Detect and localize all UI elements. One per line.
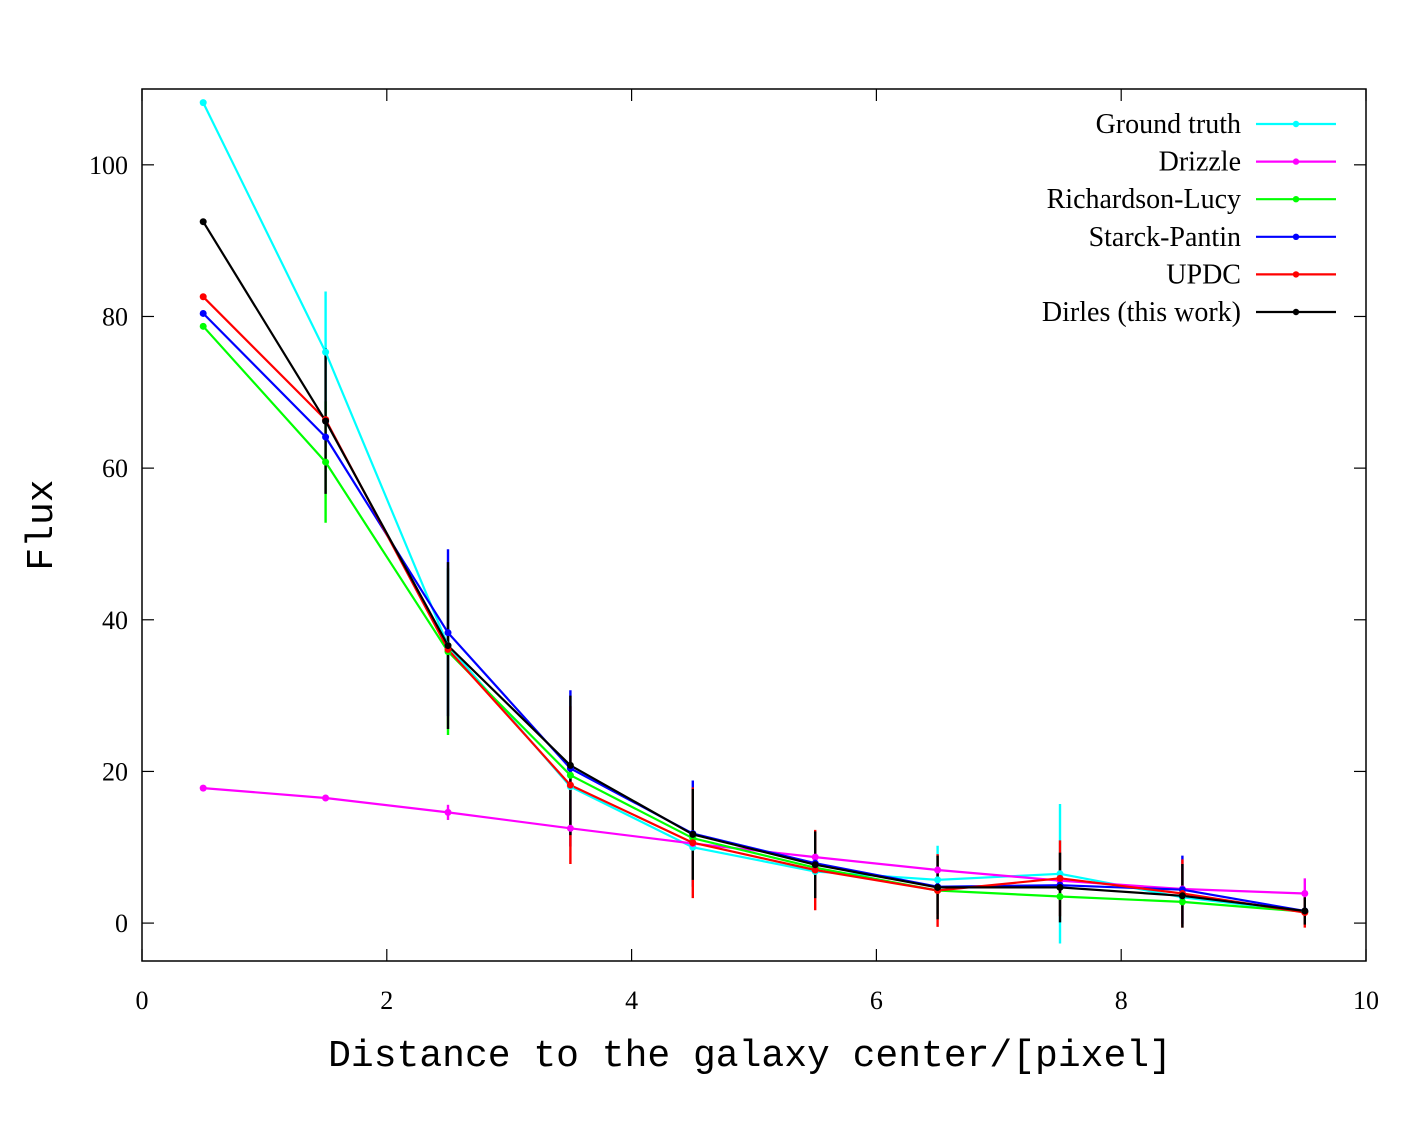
- error-bars: [324, 291, 1307, 944]
- series-lines: [202, 102, 1305, 914]
- point-dirles-this-work: [322, 417, 330, 425]
- point-drizzle: [322, 794, 330, 802]
- point-dirles-this-work: [934, 883, 942, 891]
- point-dirles-this-work: [444, 642, 452, 650]
- series-line-drizzle: [203, 787, 1305, 895]
- point-drizzle: [566, 824, 574, 832]
- legend-marker-richardson-lucy: [1292, 196, 1300, 203]
- point-ground-truth: [199, 99, 207, 107]
- point-richardson-lucy: [566, 771, 574, 779]
- y-tick-label: 40: [102, 606, 128, 635]
- point-dirles-this-work: [1178, 892, 1186, 900]
- legend-marker-ground-truth: [1292, 120, 1300, 128]
- legend-label-updc: UPDC: [1166, 259, 1241, 290]
- legend-marker-drizzle: [1292, 158, 1300, 165]
- series-line-dirles-this-work: [202, 221, 1305, 913]
- legend-marker-dirles-this-work: [1292, 308, 1300, 316]
- point-updc: [689, 839, 697, 847]
- series-points: [199, 99, 1309, 916]
- point-drizzle: [1301, 890, 1309, 898]
- x-tick-label: 10: [1353, 986, 1379, 1015]
- plot-frame: [141, 88, 1367, 962]
- point-dirles-this-work: [566, 761, 574, 769]
- x-axis-title: Distance to the galaxy center/[pixel]: [328, 1035, 1172, 1078]
- point-richardson-lucy: [322, 458, 330, 466]
- x-tick-label: 0: [136, 986, 149, 1015]
- y-tick-label: 100: [89, 151, 128, 180]
- point-richardson-lucy: [199, 322, 207, 330]
- x-tick-label: 8: [1115, 986, 1128, 1015]
- point-dirles-this-work: [1056, 883, 1064, 891]
- point-updc: [199, 293, 207, 301]
- legend-label-dirles-this-work: Dirles (this work): [1042, 297, 1241, 328]
- point-dirles-this-work: [199, 218, 207, 226]
- legend-label-drizzle: Drizzle: [1159, 147, 1241, 178]
- point-richardson-lucy: [1056, 893, 1064, 901]
- legend: Ground truth Drizzle Richardson-Lucy Starck…: [1042, 109, 1336, 328]
- y-tick-label: 0: [115, 909, 128, 938]
- y-tick-label: 20: [102, 757, 128, 786]
- point-richardson-lucy: [1178, 898, 1186, 906]
- legend-marker-starck-pantin: [1292, 233, 1300, 240]
- point-updc: [811, 866, 819, 874]
- point-ground-truth: [322, 348, 330, 356]
- x-tick-label: 6: [870, 986, 883, 1015]
- point-drizzle: [811, 853, 819, 861]
- series-line-starck-pantin: [202, 312, 1305, 913]
- legend-label-starck-pantin: Starck-Pantin: [1089, 222, 1241, 253]
- point-starck-pantin: [444, 629, 452, 637]
- series-line-richardson-lucy: [202, 325, 1305, 913]
- point-updc: [1056, 874, 1064, 882]
- y-tick-label: 60: [102, 454, 128, 483]
- legend-label-richardson-lucy: Richardson-Lucy: [1047, 184, 1241, 215]
- y-axis-title: Flux: [21, 479, 64, 570]
- point-drizzle: [934, 866, 942, 874]
- legend-label-ground-truth: Ground truth: [1096, 109, 1241, 140]
- x-tick-label: 4: [625, 986, 638, 1015]
- point-updc: [566, 781, 574, 789]
- point-drizzle: [444, 808, 452, 816]
- point-dirles-this-work: [811, 861, 819, 869]
- series-line-updc: [202, 296, 1305, 914]
- y-tick-label: 80: [102, 302, 128, 331]
- x-tick-label: 2: [380, 986, 393, 1015]
- point-starck-pantin: [199, 309, 207, 317]
- legend-marker-updc: [1292, 271, 1300, 278]
- point-ground-truth: [934, 876, 942, 884]
- point-dirles-this-work: [1301, 907, 1309, 915]
- point-starck-pantin: [322, 433, 330, 441]
- point-drizzle: [199, 784, 207, 792]
- point-dirles-this-work: [689, 830, 697, 838]
